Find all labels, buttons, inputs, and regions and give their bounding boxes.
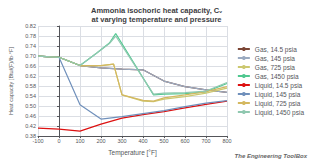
svg-text:300: 300: [117, 138, 126, 144]
svg-text:Liquid, 1450 psia: Liquid, 1450 psia: [255, 109, 305, 117]
svg-text:Liquid, 14.5 psia: Liquid, 14.5 psia: [255, 82, 303, 90]
svg-text:Temperature [°F]: Temperature [°F]: [108, 149, 157, 157]
svg-text:0.70: 0.70: [25, 53, 36, 59]
svg-text:0.46: 0.46: [25, 113, 36, 119]
svg-text:0.82: 0.82: [25, 23, 36, 29]
svg-text:Gas, 725 psia: Gas, 725 psia: [255, 64, 295, 72]
svg-text:Gas, 1450 psia: Gas, 1450 psia: [255, 73, 299, 81]
svg-text:The Engineering ToolBox: The Engineering ToolBox: [235, 153, 308, 159]
svg-text:Gas, 145 psia: Gas, 145 psia: [255, 55, 295, 63]
svg-text:700: 700: [201, 138, 210, 144]
svg-text:0.78: 0.78: [25, 33, 36, 39]
svg-text:800: 800: [222, 138, 231, 144]
svg-text:500: 500: [159, 138, 168, 144]
svg-text:Heat capacity [Btu/(F)/lb·°F]: Heat capacity [Btu/(F)/lb·°F]: [8, 47, 14, 115]
svg-text:0.62: 0.62: [25, 73, 36, 79]
svg-text:0.66: 0.66: [25, 63, 36, 69]
svg-text:600: 600: [180, 138, 189, 144]
svg-text:at varying temperature and pre: at varying temperature and pressure: [91, 15, 221, 24]
svg-text:0.42: 0.42: [25, 123, 36, 129]
svg-text:-100: -100: [32, 138, 43, 144]
svg-text:100: 100: [75, 138, 84, 144]
svg-text:0.58: 0.58: [25, 83, 36, 89]
svg-text:Gas, 14.5 psia: Gas, 14.5 psia: [255, 46, 297, 54]
svg-text:0.54: 0.54: [25, 93, 36, 99]
svg-text:0.50: 0.50: [25, 103, 36, 109]
svg-text:200: 200: [96, 138, 105, 144]
svg-text:0.74: 0.74: [25, 43, 36, 49]
svg-text:Liquid, 725 psia: Liquid, 725 psia: [255, 100, 301, 108]
svg-text:0.38: 0.38: [25, 133, 36, 140]
svg-text:Liquid, 145 psia: Liquid, 145 psia: [255, 91, 301, 99]
svg-text:0: 0: [57, 138, 60, 144]
svg-text:Ammonia isochoric heat capacit: Ammonia isochoric heat capacity, Cᵥ: [91, 6, 222, 15]
svg-text:400: 400: [138, 138, 147, 144]
